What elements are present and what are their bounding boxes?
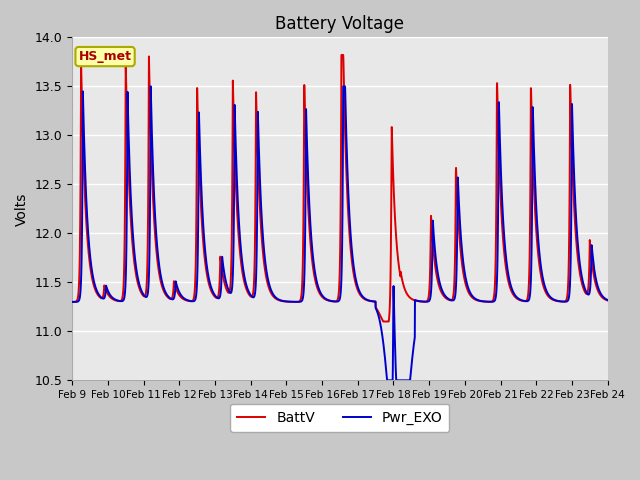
- Pwr_EXO: [129, 236, 137, 241]
- BattV: [536, 265, 543, 271]
- BattV: [161, 291, 169, 297]
- Line: Pwr_EXO: Pwr_EXO: [72, 86, 607, 380]
- Pwr_EXO: [604, 297, 611, 303]
- Pwr_EXO: [297, 299, 305, 304]
- BattV: [68, 299, 76, 305]
- Pwr_EXO: [147, 84, 154, 89]
- Legend: BattV, Pwr_EXO: BattV, Pwr_EXO: [230, 404, 449, 432]
- BattV: [129, 250, 137, 255]
- Pwr_EXO: [161, 288, 169, 294]
- Pwr_EXO: [536, 254, 543, 260]
- Y-axis label: Volts: Volts: [15, 192, 29, 226]
- BattV: [604, 298, 611, 303]
- BattV: [274, 297, 282, 302]
- Text: HS_met: HS_met: [79, 50, 132, 63]
- Pwr_EXO: [274, 296, 282, 302]
- BattV: [380, 319, 387, 324]
- BattV: [337, 52, 345, 58]
- Pwr_EXO: [594, 282, 602, 288]
- Title: Battery Voltage: Battery Voltage: [275, 15, 404, 33]
- Pwr_EXO: [68, 299, 76, 305]
- Line: BattV: BattV: [72, 55, 607, 322]
- BattV: [594, 287, 602, 292]
- BattV: [297, 296, 305, 302]
- Pwr_EXO: [383, 377, 391, 383]
